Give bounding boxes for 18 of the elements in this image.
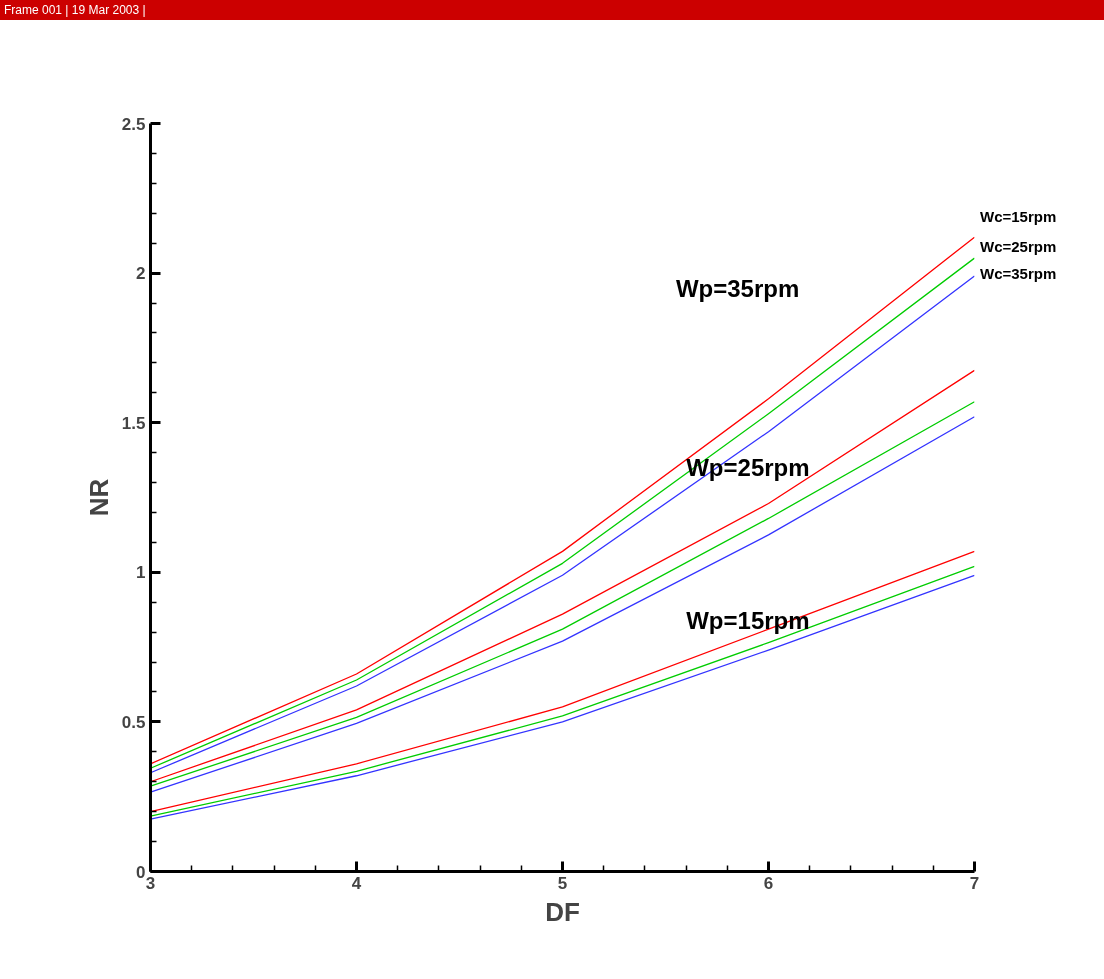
y-tick-label: 0: [136, 862, 146, 882]
x-tick-label: 5: [557, 873, 568, 893]
y-tick-label: 1: [136, 563, 146, 583]
x-tick-label: 4: [351, 873, 362, 893]
x-axis-title: DF: [545, 896, 580, 927]
x-tick-label: 3: [145, 873, 156, 893]
y-tick-label: 2.5: [121, 114, 146, 134]
annotation: Wp=35rpm: [675, 274, 800, 302]
series-label: Wc=35rpm: [980, 264, 1057, 284]
y-axis-title: NR: [83, 478, 114, 517]
y-tick-label: 0.5: [121, 712, 146, 732]
x-tick-label: 6: [763, 873, 774, 893]
text: Frame 001 | 19 Mar 2003 |: [4, 2, 146, 19]
series-label: Wc=15rpm: [980, 207, 1057, 227]
y-tick-label: 2: [136, 264, 146, 284]
x-tick-label: 7: [969, 873, 980, 893]
series-label: Wc=25rpm: [980, 237, 1057, 257]
y-tick-label: 1.5: [121, 413, 146, 433]
